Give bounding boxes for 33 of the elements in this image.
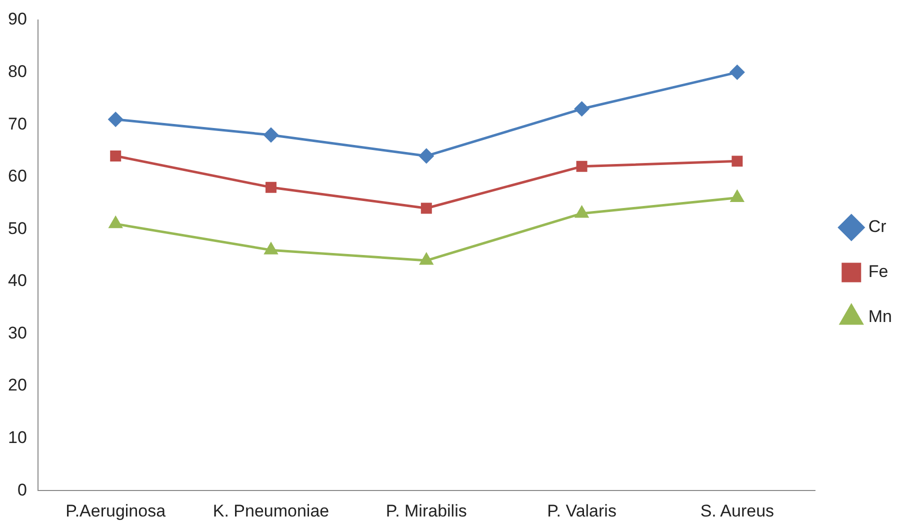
y-tick-label: 70 [8, 114, 27, 134]
legend-label: Mn [868, 307, 892, 326]
point [732, 156, 743, 167]
x-tick-label: S. Aureus [700, 501, 774, 520]
y-tick-label: 50 [8, 218, 27, 238]
point [110, 150, 122, 162]
y-tick-label: 90 [8, 10, 27, 29]
x-tick-label: P. Valaris [547, 501, 616, 520]
x-tick-label: P.Aeruginosa [66, 501, 166, 520]
point [574, 102, 590, 116]
point [264, 128, 278, 142]
point [109, 216, 122, 228]
y-tick-label: 20 [8, 376, 27, 395]
point [730, 65, 744, 80]
point [108, 112, 123, 127]
y-tick-label: 30 [8, 323, 27, 342]
point [264, 242, 278, 254]
y-tick-label: 60 [8, 166, 27, 186]
y-tick-label: 80 [8, 62, 27, 81]
point [575, 206, 588, 218]
point [730, 190, 744, 202]
y-tick-label: 10 [8, 428, 27, 447]
x-tick-label: K. Pneumoniae [212, 501, 330, 520]
point [419, 148, 434, 164]
y-tick-label: 0 [17, 480, 27, 500]
point [266, 182, 276, 193]
point [420, 253, 433, 265]
legend-label: Fe [868, 262, 888, 282]
legend-label: Cr [868, 217, 887, 236]
point [576, 160, 588, 172]
x-tick-label: P. Mirabilis [386, 501, 467, 520]
y-tick-label: 40 [8, 271, 27, 290]
point [420, 202, 432, 214]
